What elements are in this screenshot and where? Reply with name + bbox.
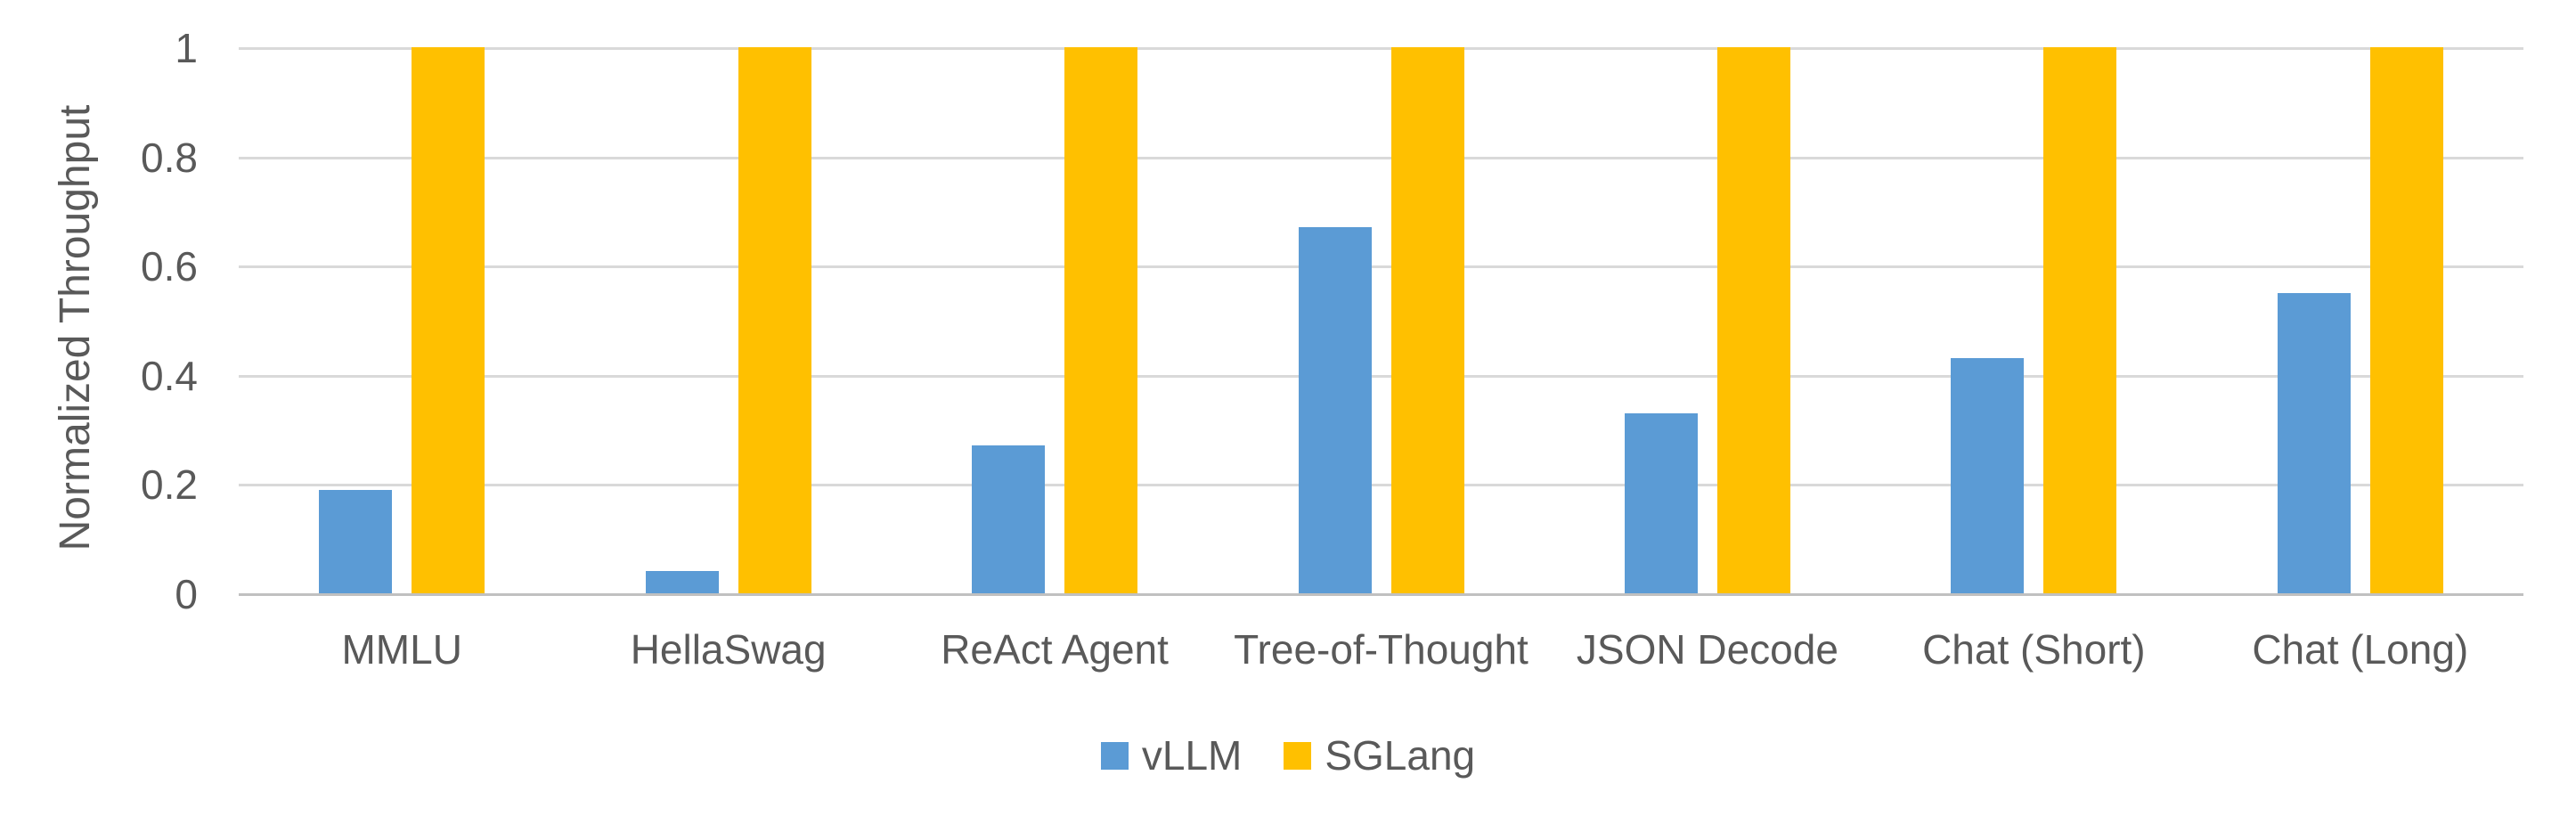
legend-label: vLLM	[1141, 732, 1243, 779]
x-category-label: Tree-of-Thought	[1234, 626, 1528, 673]
legend-item-sglang: SGLang	[1284, 730, 1475, 780]
gridline	[239, 484, 2523, 487]
gridline	[239, 156, 2523, 159]
legend-item-vllm: vLLM	[1100, 730, 1243, 780]
legend-swatch-sglang	[1284, 741, 1312, 770]
y-tick-label: 0	[175, 571, 198, 617]
x-category-label: MMLU	[341, 626, 462, 673]
gridline	[239, 47, 2523, 50]
x-category-label: Chat (Long)	[2252, 626, 2469, 673]
x-category-label: Chat (Short)	[1922, 626, 2146, 673]
bar-vllm-hellaswag	[645, 571, 719, 593]
y-tick-label: 0.6	[141, 243, 198, 290]
bar-vllm-tree-of-thought	[1298, 227, 1372, 593]
y-axis-title: Normalized Throughput	[52, 104, 99, 551]
bar-sglang-json-decode	[1716, 47, 1790, 593]
legend: vLLM SGLang	[0, 730, 2576, 780]
legend-label: SGLang	[1325, 732, 1476, 779]
bar-sglang-tree-of-thought	[1390, 47, 1464, 593]
bar-sglang-hellaswag	[738, 47, 811, 593]
y-tick-label: 0.4	[141, 352, 198, 399]
bar-vllm-react-agent	[972, 445, 1046, 593]
gridline	[239, 374, 2523, 378]
y-tick-label: 0.8	[141, 134, 198, 181]
bar-sglang-chat-short	[2043, 47, 2117, 593]
bar-vllm-chat-long	[2277, 292, 2351, 593]
bar-sglang-mmlu	[412, 47, 485, 593]
bar-sglang-chat-long	[2369, 47, 2443, 593]
gridline	[239, 265, 2523, 269]
x-category-label: JSON Decode	[1576, 626, 1838, 673]
legend-swatch-vllm	[1100, 741, 1129, 770]
bar-vllm-chat-short	[1951, 358, 2025, 593]
x-axis-line	[239, 593, 2523, 596]
x-category-label: ReAct Agent	[941, 626, 1169, 673]
bar-vllm-mmlu	[319, 489, 393, 593]
y-tick-label: 1	[175, 25, 198, 71]
bar-vllm-json-decode	[1624, 412, 1698, 593]
x-category-label: HellaSwag	[630, 626, 827, 673]
y-tick-label: 0.2	[141, 461, 198, 509]
bar-sglang-react-agent	[1064, 47, 1138, 593]
